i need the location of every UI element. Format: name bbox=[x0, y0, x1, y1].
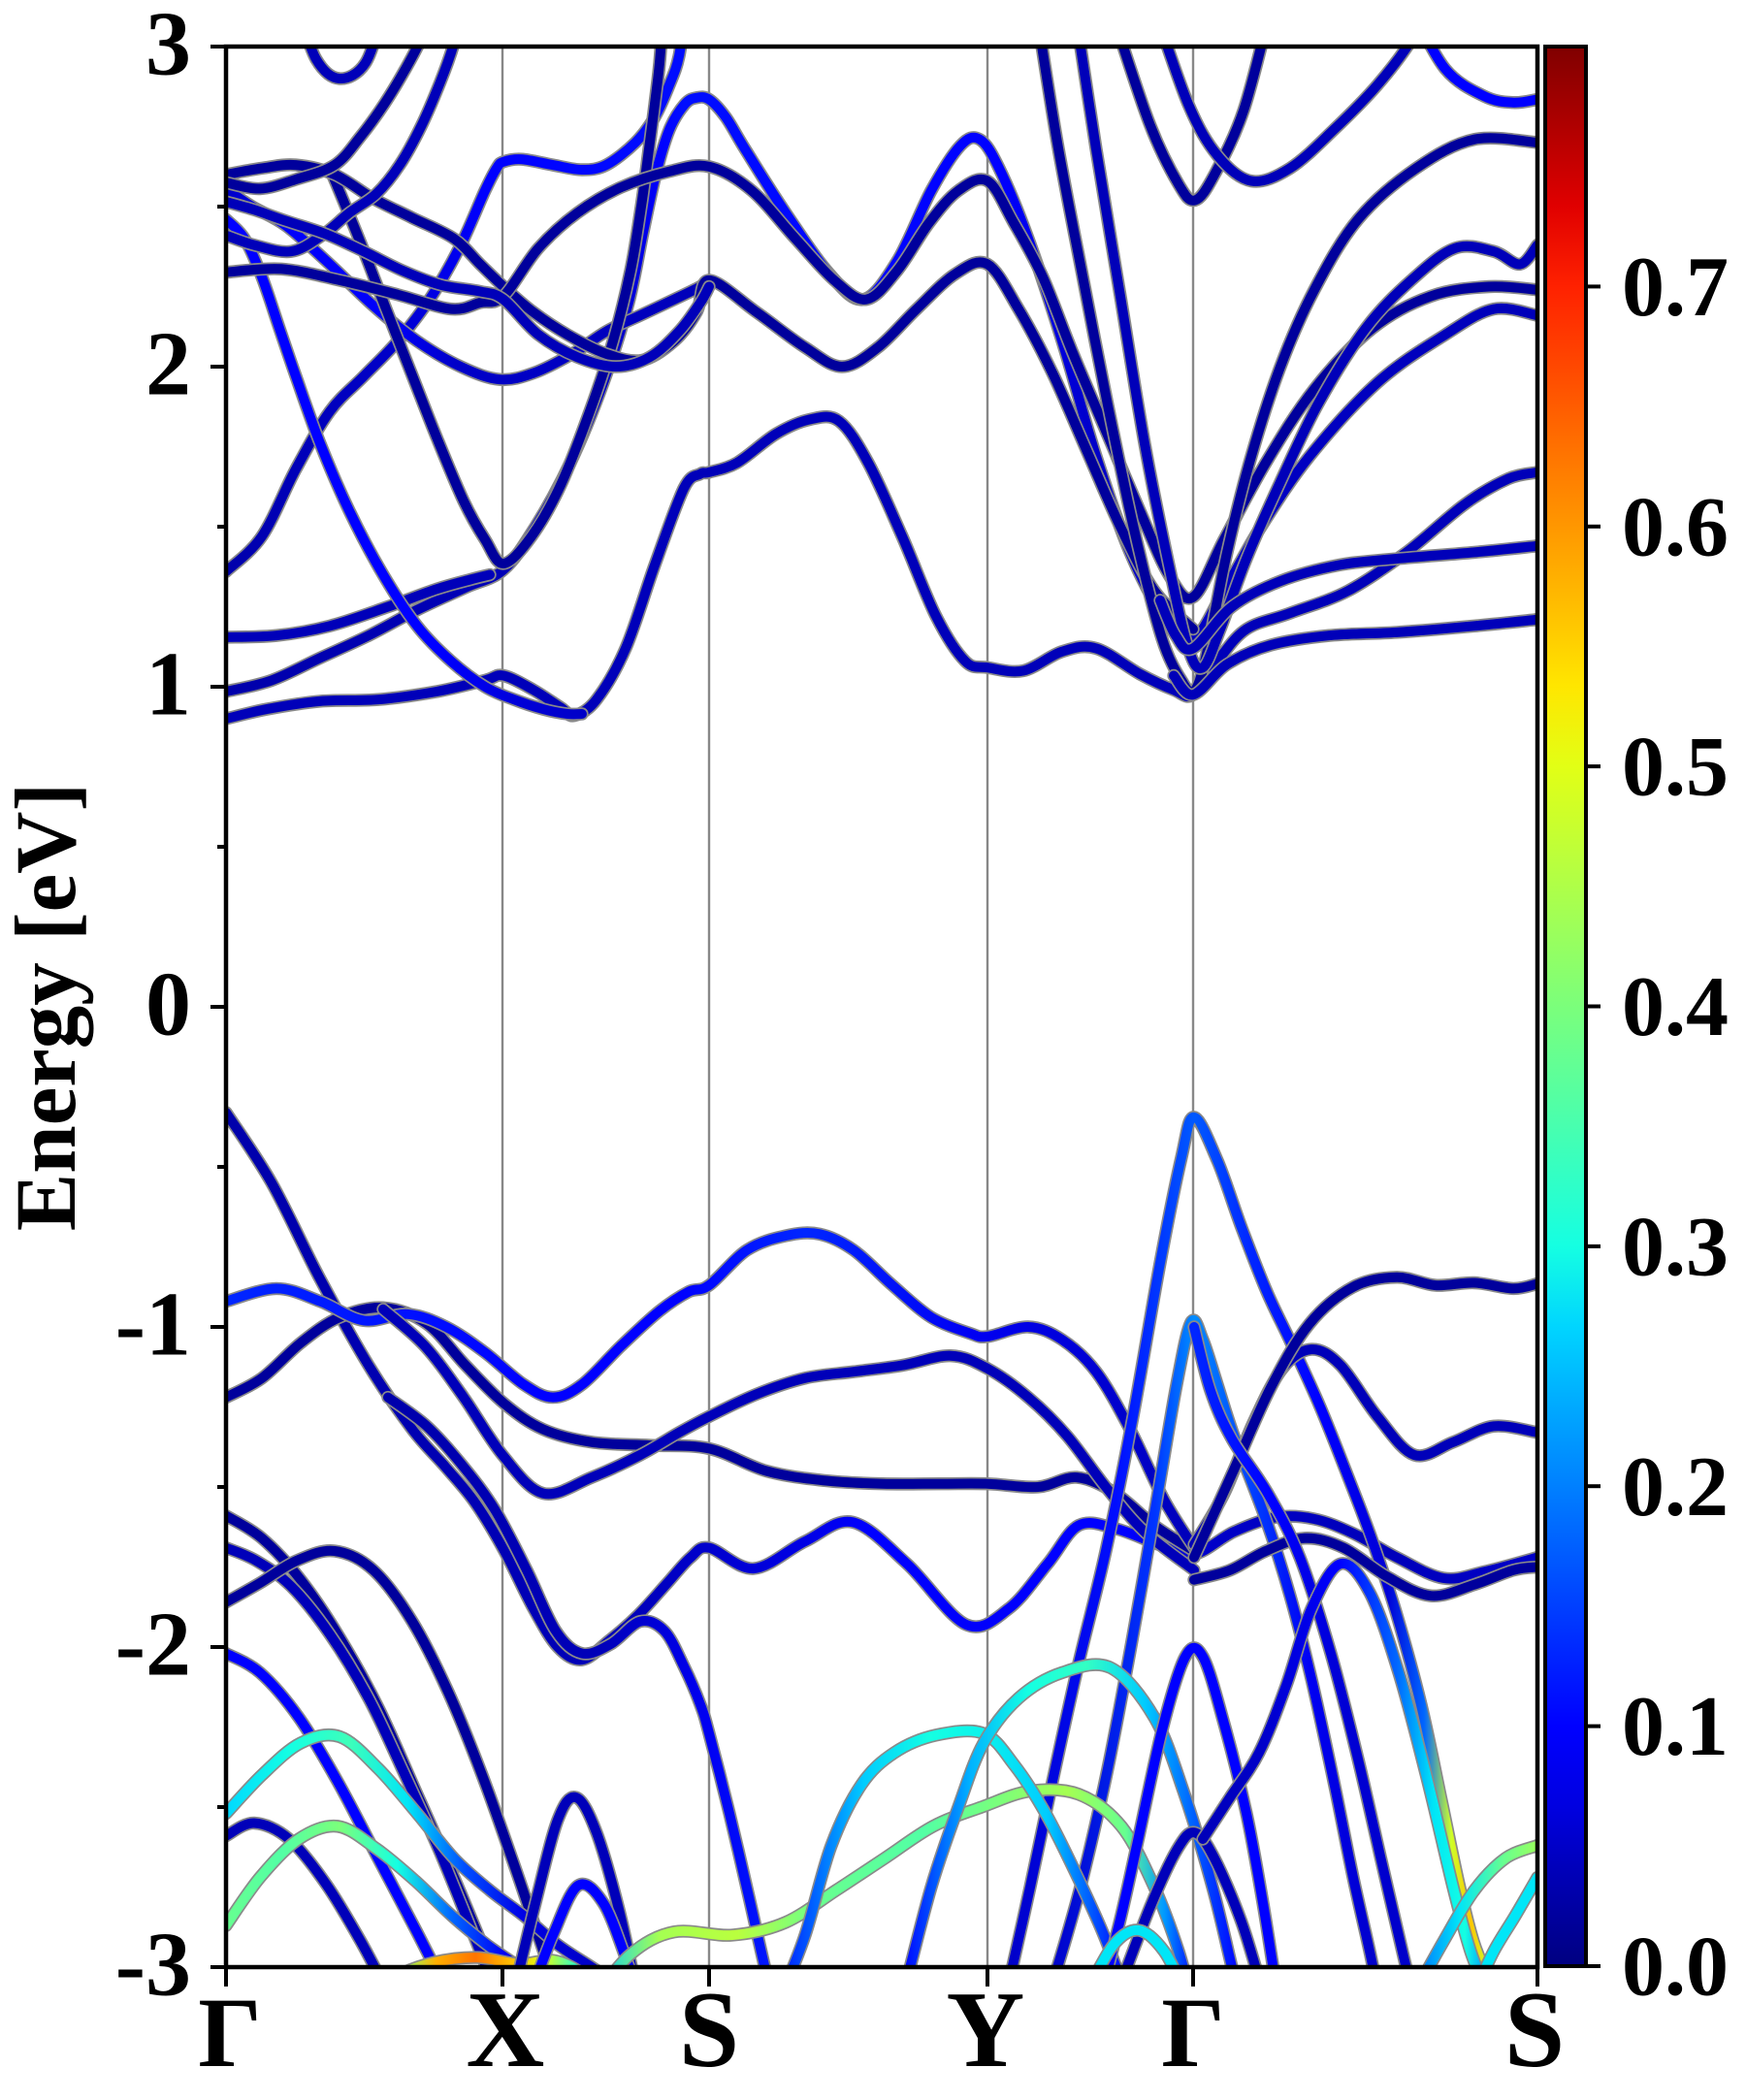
svg-text:0.4: 0.4 bbox=[1622, 960, 1729, 1054]
svg-text:0.3: 0.3 bbox=[1622, 1200, 1729, 1294]
svg-text:-1: -1 bbox=[115, 1275, 191, 1375]
svg-text:Γ: Γ bbox=[198, 1978, 262, 2088]
svg-text:0: 0 bbox=[146, 954, 191, 1055]
svg-text:S: S bbox=[1504, 1970, 1565, 2090]
svg-text:0.0: 0.0 bbox=[1622, 1921, 1729, 2015]
svg-text:Γ: Γ bbox=[1161, 1978, 1225, 2088]
svg-text:-3: -3 bbox=[115, 1915, 191, 2016]
svg-text:0.7: 0.7 bbox=[1622, 241, 1729, 335]
svg-text:X: X bbox=[467, 1970, 545, 2090]
svg-text:S: S bbox=[679, 1970, 739, 2090]
svg-text:2: 2 bbox=[146, 314, 191, 415]
svg-text:-2: -2 bbox=[115, 1595, 191, 1696]
svg-text:0.6: 0.6 bbox=[1622, 480, 1729, 574]
svg-text:0.1: 0.1 bbox=[1622, 1680, 1729, 1774]
svg-text:Y: Y bbox=[947, 1970, 1025, 2090]
svg-text:3: 3 bbox=[146, 0, 191, 95]
svg-text:1: 1 bbox=[146, 634, 191, 735]
svg-text:0.2: 0.2 bbox=[1622, 1440, 1729, 1535]
svg-text:0.5: 0.5 bbox=[1622, 721, 1729, 815]
svg-text:Energy [eV]: Energy [eV] bbox=[0, 783, 94, 1231]
